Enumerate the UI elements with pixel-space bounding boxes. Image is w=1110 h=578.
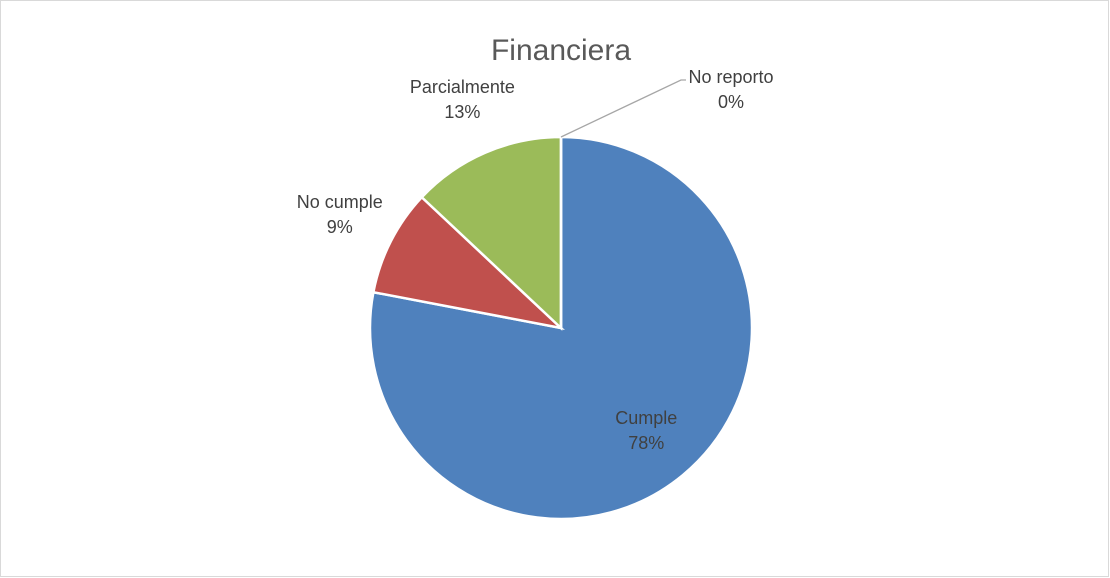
data-label-category: Cumple [615,408,677,428]
pie-slice [368,135,754,521]
data-label-category: No cumple [297,192,383,212]
data-label-value: 78% [628,433,664,453]
data-label-value: 13% [444,102,480,122]
pie-slice [419,135,563,331]
chart-title: Financiera [491,34,631,67]
data-label-category: Parcialmente [410,77,515,97]
leader-line [560,79,686,138]
pie-slice [371,195,565,331]
data-label-value: 0% [718,92,744,112]
data-label-category: No reporto [688,67,773,87]
data-label-value: 9% [327,217,353,237]
